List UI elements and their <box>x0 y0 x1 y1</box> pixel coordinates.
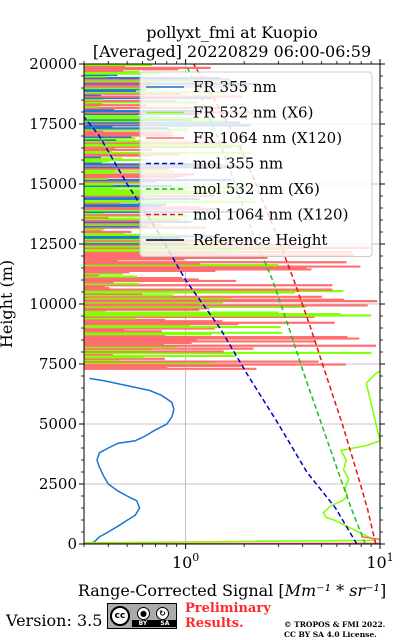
lidar-profile-chart: pollyxt_fmi at Kuopio [Averaged] 2022082… <box>0 23 394 600</box>
y-axis: 0 2500 5000 7500 10000 12500 15000 17500 20000 <box>29 55 385 553</box>
series-line-mol-355-nm <box>84 116 358 544</box>
cc-label-strip: BY SA <box>132 620 176 627</box>
legend-label: FR 1064 nm (X120) <box>193 129 342 147</box>
legend-label: FR 532 nm (X6) <box>193 104 313 122</box>
by-attribution-icon: ● <box>137 607 150 620</box>
cc-license-badge: cc ● ↻ BY SA <box>107 603 177 629</box>
version-label: Version: 3.5 <box>6 611 103 630</box>
legend-label: mol 355 nm <box>193 155 283 173</box>
y-tick-label: 0 <box>67 535 77 553</box>
y-tick-label: 20000 <box>29 55 77 73</box>
copyright-line-2: CC BY SA 4.0 License. <box>284 630 377 639</box>
y-tick-label: 17500 <box>29 115 77 133</box>
cc-by-label: BY <box>138 620 148 627</box>
preliminary-line-2: Results. <box>185 616 244 631</box>
share-alike-icon: ↻ <box>156 607 169 620</box>
x-tick-label: 100 <box>172 551 199 572</box>
legend-label: mol 1064 nm (X120) <box>193 206 348 224</box>
series-line-fr-355-nm <box>89 377 175 544</box>
legend-label: Reference Height <box>193 231 327 249</box>
y-tick-label: 2500 <box>39 475 77 493</box>
y-tick-label: 7500 <box>39 355 77 373</box>
chart-title: pollyxt_fmi at Kuopio <box>146 23 317 42</box>
y-tick-label: 5000 <box>39 415 77 433</box>
legend-label: mol 532 nm (X6) <box>193 180 320 198</box>
y-tick-label: 12500 <box>29 235 77 253</box>
cc-icon: cc <box>110 606 130 626</box>
y-tick-label: 10000 <box>29 295 77 313</box>
chart-legend: FR 355 nm FR 532 nm (X6) FR 1064 nm (X120)… <box>139 71 373 257</box>
copyright-line-1: © TROPOS & FMI 2022. <box>284 620 386 629</box>
chart-subtitle: [Averaged] 20220829 06:00-06:59 <box>93 42 371 61</box>
y-tick-label: 15000 <box>29 175 77 193</box>
x-tick-label: 101 <box>366 551 393 572</box>
x-axis-label: Range-Corrected Signal [Mm⁻¹ * sr⁻¹] <box>78 581 386 600</box>
legend-box <box>139 71 373 257</box>
y-axis-label: Height (m) <box>0 260 16 348</box>
preliminary-results-note: Preliminary Results. <box>185 601 271 631</box>
preliminary-line-1: Preliminary <box>185 601 271 616</box>
legend-label: FR 355 nm <box>193 78 277 96</box>
x-axis: 100 101 <box>83 59 394 572</box>
series-line-fr-532-nm-x6- <box>84 370 380 544</box>
copyright-note: © TROPOS & FMI 2022. CC BY SA 4.0 Licens… <box>284 620 385 640</box>
cc-sa-label: SA <box>160 620 170 627</box>
